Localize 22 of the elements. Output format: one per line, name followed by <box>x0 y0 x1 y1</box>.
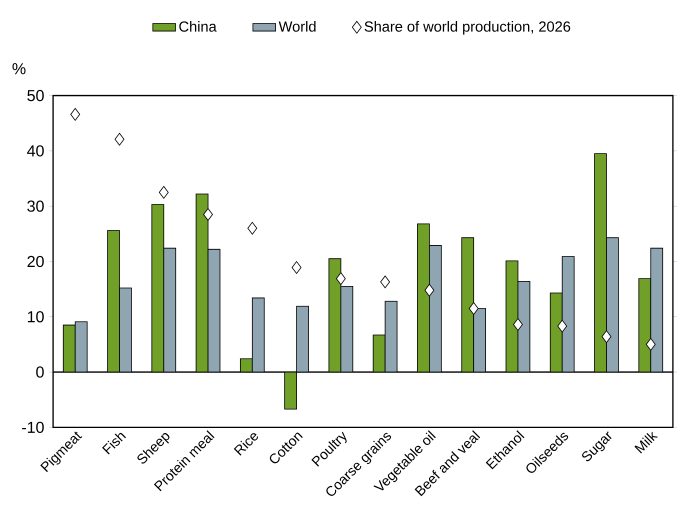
y-tick-label: 10 <box>28 310 44 322</box>
point <box>557 320 568 332</box>
point <box>336 272 346 285</box>
point <box>602 330 612 343</box>
point <box>646 338 656 351</box>
point <box>203 208 213 221</box>
y-tick-label: 40 <box>27 145 44 156</box>
y-tick-label: -10 <box>22 422 44 433</box>
y-tick-label: 50 <box>27 90 44 102</box>
x-tick-label: Fish <box>102 432 126 454</box>
point <box>513 318 523 331</box>
legend-label: World <box>278 20 316 32</box>
x-tick-label: Rice <box>234 433 258 456</box>
y-tick-label: 30 <box>27 200 44 212</box>
y-tick-label: 20 <box>27 256 44 267</box>
legend-label: Share of world production, 2026 <box>364 20 570 34</box>
legend-label: China <box>179 20 217 32</box>
point <box>424 284 434 296</box>
x-tick-label: Milk <box>634 432 658 454</box>
y-axis-title: % <box>12 62 26 74</box>
y-tick-label: 0 <box>36 366 44 378</box>
point <box>468 302 479 315</box>
